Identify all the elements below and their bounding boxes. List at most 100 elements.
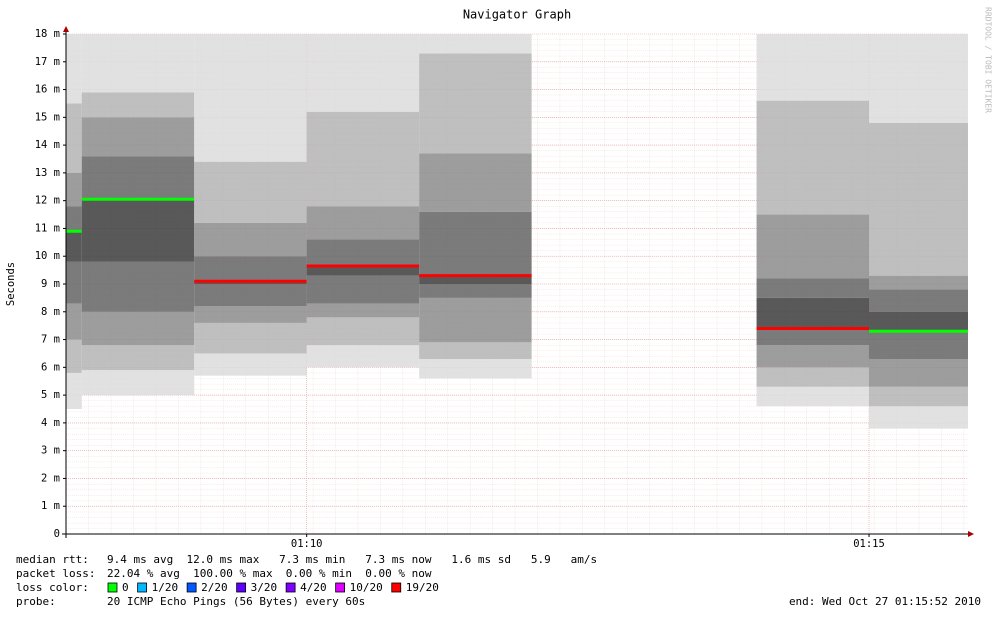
smoke-band	[419, 34, 532, 54]
y-tick-label: 7 m	[41, 334, 60, 346]
smoke-band	[81, 311, 195, 346]
smoke-band	[869, 386, 968, 407]
legend-label: 4/20	[300, 581, 327, 594]
smoke-band	[419, 53, 532, 154]
smoke-band	[869, 406, 968, 429]
smoke-band	[66, 34, 82, 104]
smoke-band	[306, 265, 420, 276]
loss-legend-label: loss color:	[16, 581, 89, 594]
end-time: end: Wed Oct 27 01:15:52 2010	[789, 595, 981, 608]
x-tick-label: 01:10	[291, 538, 323, 550]
smoke-band	[194, 353, 307, 376]
smoke-band	[869, 275, 968, 290]
smoke-band	[194, 34, 307, 162]
smoke-band	[419, 297, 532, 343]
smoke-band	[869, 122, 968, 276]
smoke-band	[81, 117, 195, 157]
smoke-band	[306, 303, 420, 318]
y-tick-label: 16 m	[35, 84, 60, 96]
stat-text: 22.04 % avg 100.00 % max 0.00 % min 0.00…	[107, 567, 432, 580]
legend-swatch	[107, 582, 118, 593]
y-tick-label: 6 m	[41, 361, 60, 373]
y-tick-label: 18 m	[35, 28, 60, 40]
smoke-band	[306, 317, 420, 346]
y-tick-label: 0	[54, 528, 60, 540]
smoke-band	[756, 367, 870, 387]
y-tick-label: 3 m	[41, 445, 60, 457]
stat-text: 9.4 ms avg 12.0 ms max 7.3 ms min 7.3 ms…	[107, 553, 597, 566]
smoke-band	[306, 206, 420, 240]
smoke-band	[66, 339, 82, 373]
legend-label: 0	[122, 581, 129, 594]
smoke-band	[194, 322, 307, 354]
y-tick-label: 10 m	[35, 250, 60, 262]
legend-label: 2/20	[201, 581, 228, 594]
smoke-band	[306, 345, 420, 368]
smoke-band	[756, 100, 870, 215]
legend-swatch	[236, 582, 247, 593]
legend-swatch	[285, 582, 296, 593]
y-tick-label: 8 m	[41, 306, 60, 318]
y-tick-label: 5 m	[41, 389, 60, 401]
legend-swatch	[137, 582, 148, 593]
smoke-band	[419, 153, 532, 212]
y-tick-label: 9 m	[41, 278, 60, 290]
y-tick-label: 1 m	[41, 500, 60, 512]
y-tick-label: 17 m	[35, 56, 60, 68]
y-tick-label: 14 m	[35, 139, 60, 151]
smoke-band	[869, 311, 968, 332]
legend-label: 1/20	[152, 581, 179, 594]
footer: median rtt: 9.4 ms avg 12.0 ms max 7.3 ms…	[16, 553, 981, 608]
smoke-band	[66, 103, 82, 173]
smoke-band	[194, 306, 307, 323]
smoke-band	[756, 328, 870, 346]
smoke-band	[869, 34, 968, 123]
smoke-band	[66, 372, 82, 409]
y-tick-label: 15 m	[35, 111, 60, 123]
smoke-band	[81, 261, 195, 312]
smoke-band	[66, 231, 82, 262]
y-tick-label: 2 m	[41, 472, 60, 484]
smoke-band	[869, 359, 968, 387]
smoke-band	[66, 172, 82, 207]
smoke-band	[81, 156, 195, 200]
y-tick-label: 13 m	[35, 167, 60, 179]
smoke-band	[419, 359, 532, 379]
plot-area	[66, 34, 968, 429]
smoke-band	[66, 303, 82, 340]
legend-label: 19/20	[406, 581, 439, 594]
axes	[62, 26, 974, 538]
smoke-band	[306, 275, 420, 304]
smoke-band	[306, 111, 420, 207]
smoke-band	[756, 345, 870, 368]
smoke-band	[66, 206, 82, 232]
y-tick-label: 4 m	[41, 417, 60, 429]
smoke-band	[194, 161, 307, 223]
smoke-band	[756, 386, 870, 407]
smoke-band	[419, 284, 532, 298]
x-axis-arrow	[968, 531, 974, 537]
smoke-band	[194, 222, 307, 257]
legend-label: 10/20	[350, 581, 383, 594]
smoke-band	[756, 214, 870, 279]
y-tick-label: 11 m	[35, 222, 60, 234]
smoke-band	[81, 92, 195, 118]
smoke-band	[869, 331, 968, 359]
smoke-band	[756, 34, 870, 101]
smoke-band	[66, 261, 82, 304]
smoke-band	[306, 239, 420, 266]
y-tick-label: 12 m	[35, 195, 60, 207]
y-axis-label: Seconds	[5, 262, 17, 306]
smoke-band	[194, 284, 307, 307]
smoke-band	[194, 256, 307, 282]
smoke-band	[81, 34, 195, 93]
smoke-band	[756, 278, 870, 298]
smoke-band	[81, 199, 195, 262]
smoke-band	[81, 370, 195, 396]
smoke-band	[419, 211, 532, 276]
watermark: RRDTOOL / TOBI OETIKER	[984, 7, 993, 113]
legend-swatch	[186, 582, 197, 593]
smoke-band	[81, 345, 195, 371]
legend-swatch	[391, 582, 402, 593]
